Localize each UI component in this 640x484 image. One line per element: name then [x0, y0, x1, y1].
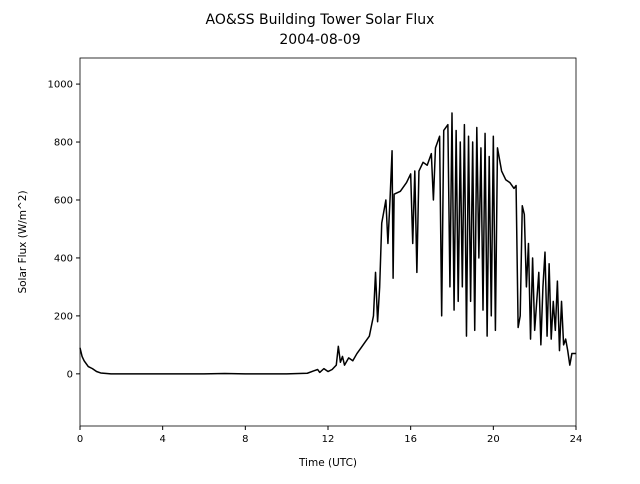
x-tick-label: 16 [404, 434, 417, 445]
y-tick-label: 600 [54, 195, 73, 206]
x-tick-label: 8 [242, 434, 248, 445]
data-line [79, 112, 576, 375]
y-tick-label: 800 [54, 138, 73, 149]
plot-frame [79, 57, 577, 427]
y-tick-label: 400 [54, 253, 73, 264]
y-tick-label: 1000 [48, 80, 73, 91]
chart-title: AO&SS Building Tower Solar Flux [206, 12, 435, 28]
x-tick-label: 24 [570, 434, 583, 445]
y-tick-label: 200 [54, 311, 73, 322]
x-axis-label: Time (UTC) [298, 457, 357, 469]
x-tick-label: 12 [322, 434, 335, 445]
chart-subtitle: 2004-08-09 [279, 32, 360, 48]
x-tick-label: 4 [159, 434, 165, 445]
x-tick-label: 20 [487, 434, 500, 445]
y-axis-label: Solar Flux (W/m^2) [17, 190, 29, 293]
y-tick-label: 0 [67, 369, 73, 380]
x-tick-label: 0 [77, 434, 83, 445]
